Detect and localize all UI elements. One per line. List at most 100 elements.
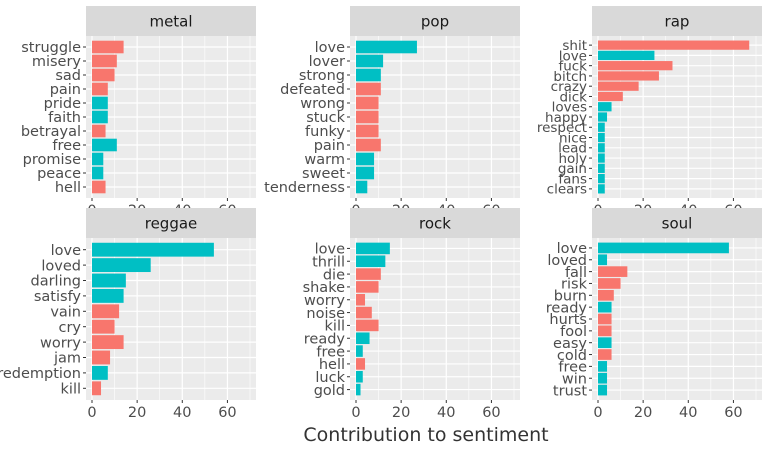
x-tick-label: 60	[218, 405, 236, 421]
bar-crazy	[598, 81, 639, 91]
bar-betrayal	[92, 124, 106, 138]
bar-thrill	[356, 255, 386, 268]
y-tick-label: worry	[40, 335, 81, 351]
bar-win	[598, 372, 608, 384]
facet-strip	[86, 6, 256, 36]
bar-ready	[598, 301, 612, 313]
bar-faith	[92, 110, 108, 124]
y-tick-label: promise	[23, 152, 81, 168]
y-tick-label: wrong	[300, 96, 345, 112]
y-tick-label: trust	[553, 383, 587, 399]
bar-ready	[356, 332, 370, 345]
bar-satisfy	[92, 288, 124, 303]
x-tick-label: 60	[724, 405, 742, 421]
x-tick-label: 0	[593, 405, 602, 421]
facet-strip	[350, 6, 520, 36]
y-tick-label: defeated	[280, 82, 345, 98]
y-tick-label: love	[557, 241, 587, 257]
y-tick-label: shake	[303, 280, 346, 296]
y-tick-label: ready	[304, 331, 346, 347]
y-tick-label: faith	[48, 110, 81, 126]
y-tick-label: hell	[55, 180, 81, 196]
bar-love	[92, 242, 214, 257]
y-tick-label: sweet	[302, 166, 345, 182]
y-tick-label: jam	[53, 351, 81, 367]
bar-fool	[598, 325, 612, 337]
bar-free	[598, 361, 608, 372]
bar-love	[598, 242, 729, 254]
panel-rock: rock lovethrilldieshakeworrynoisekillread…	[303, 208, 520, 421]
facet-strip	[592, 6, 762, 36]
bar-strong	[356, 68, 381, 82]
y-tick-label: cold	[557, 348, 587, 364]
bar-sad	[92, 68, 115, 82]
bar-burn	[598, 289, 614, 301]
bar-loves	[598, 102, 612, 112]
y-tick-label: darling	[30, 274, 81, 290]
y-tick-label: fool	[560, 324, 587, 340]
x-tick-label: 0	[351, 405, 360, 421]
bar-fall	[598, 266, 628, 277]
bar-worry	[356, 293, 366, 306]
y-tick-label: holy	[558, 151, 587, 167]
y-tick-label: win	[562, 371, 587, 387]
bar-warm	[356, 152, 375, 166]
facet-title: metal	[149, 13, 192, 31]
y-tick-label: risk	[561, 277, 588, 293]
y-tick-label: clears	[547, 182, 587, 198]
bar-lead	[598, 143, 605, 153]
y-tick-label: hell	[319, 357, 345, 373]
y-tick-label: thrill	[312, 254, 345, 270]
bar-vain	[92, 304, 120, 319]
bar-loved	[92, 258, 151, 273]
y-tick-label: ready	[546, 300, 588, 316]
y-tick-label: gain	[558, 161, 587, 177]
panel-metal: metal strugglemiserysadpainpridefaithbetr…	[21, 6, 256, 219]
bar-gain	[598, 163, 605, 173]
panels-layer: metalstrugglemiserysadpainpridefaithbetr…	[0, 6, 762, 421]
bar-lover	[356, 54, 384, 68]
y-tick-label: kill	[61, 382, 81, 398]
y-tick-label: love	[315, 242, 345, 258]
panel-soul: soul lovelovedfallriskburnreadyhurtsfoole…	[546, 208, 762, 421]
bar-jam	[92, 350, 111, 365]
y-tick-label: struggle	[21, 40, 81, 56]
panel-pop: pop loveloverstrongdefeatedwrongstuckfunk…	[264, 6, 520, 219]
bar-funky	[356, 124, 379, 138]
facet-title: rock	[419, 215, 451, 233]
bar-hell	[356, 358, 366, 370]
bar-trust	[598, 384, 608, 396]
x-tick-label: 40	[437, 405, 455, 421]
y-tick-label: strong	[299, 68, 345, 84]
bar-free	[356, 345, 363, 357]
bar-pain	[92, 82, 108, 96]
bar-pride	[92, 96, 108, 110]
y-tick-label: fall	[565, 265, 587, 281]
bar-holy	[598, 153, 605, 163]
y-tick-label: crazy	[551, 79, 587, 95]
bar-cry	[92, 319, 115, 334]
y-tick-label: respect	[537, 120, 587, 136]
x-tick-label: 20	[128, 405, 146, 421]
bar-sweet	[356, 166, 375, 180]
y-tick-label: hurts	[549, 312, 587, 328]
facet-title: pop	[421, 13, 449, 31]
y-tick-label: gold	[314, 383, 345, 399]
y-tick-label: fuck	[558, 59, 587, 75]
bar-kill	[92, 381, 102, 396]
x-axis-title: Contribution to sentiment	[303, 424, 548, 446]
bar-clears	[598, 184, 605, 194]
y-tick-label: luck	[315, 370, 345, 386]
y-tick-label: die	[323, 267, 345, 283]
y-tick-label: kill	[325, 319, 345, 335]
y-tick-label: dick	[559, 89, 587, 105]
bar-shake	[356, 281, 379, 293]
y-tick-label: free	[316, 344, 345, 360]
bar-risk	[598, 278, 621, 289]
y-tick-label: warm	[304, 152, 345, 168]
y-tick-label: loved	[547, 253, 587, 269]
bar-misery	[92, 54, 117, 68]
y-tick-label: satisfy	[34, 289, 82, 305]
